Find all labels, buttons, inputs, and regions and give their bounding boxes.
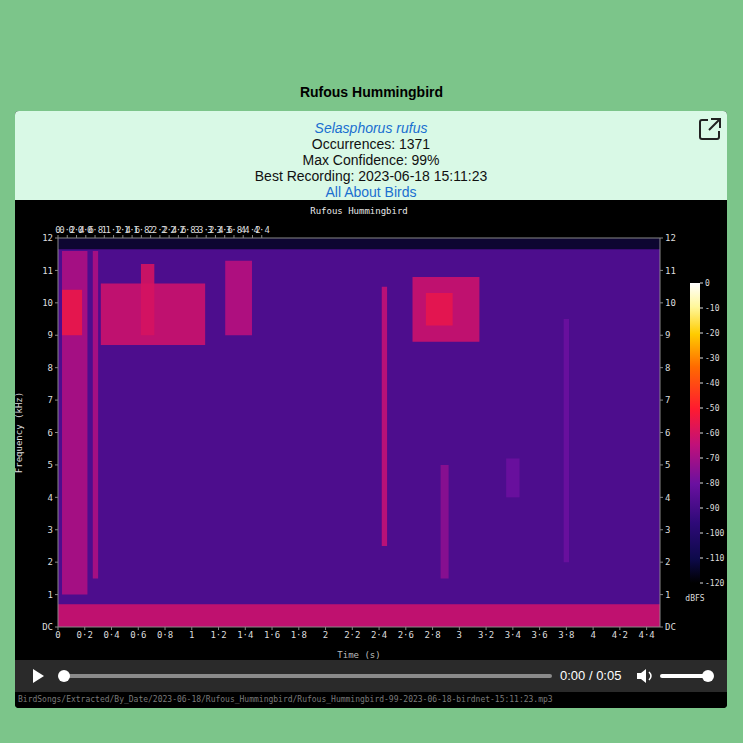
svg-text:-60: -60 xyxy=(705,429,720,438)
svg-text:0: 0 xyxy=(55,630,60,640)
svg-text:dBFS: dBFS xyxy=(685,594,704,603)
svg-text:4·4: 4·4 xyxy=(254,225,270,235)
svg-text:7: 7 xyxy=(48,395,53,405)
svg-text:0·4: 0·4 xyxy=(103,630,119,640)
svg-text:-110: -110 xyxy=(705,554,724,563)
svg-text:DC: DC xyxy=(665,622,676,632)
svg-text:1: 1 xyxy=(665,590,670,600)
svg-text:0·6: 0·6 xyxy=(130,630,146,640)
svg-text:3: 3 xyxy=(48,525,53,535)
svg-text:Time (s): Time (s) xyxy=(337,650,380,660)
svg-text:4·4: 4·4 xyxy=(638,630,654,640)
svg-text:4: 4 xyxy=(590,630,595,640)
svg-text:5: 5 xyxy=(48,460,53,470)
svg-text:10: 10 xyxy=(665,298,676,308)
svg-text:10: 10 xyxy=(42,298,53,308)
svg-text:-30: -30 xyxy=(705,354,720,363)
svg-text:-40: -40 xyxy=(705,379,720,388)
svg-text:-50: -50 xyxy=(705,404,720,413)
svg-text:0: 0 xyxy=(705,279,710,288)
svg-text:1·6: 1·6 xyxy=(264,630,280,640)
svg-text:2·2: 2·2 xyxy=(344,630,360,640)
svg-text:0·2: 0·2 xyxy=(77,630,93,640)
svg-text:3·4: 3·4 xyxy=(505,630,521,640)
svg-text:11: 11 xyxy=(42,266,53,276)
svg-text:2: 2 xyxy=(48,557,53,567)
svg-text:-100: -100 xyxy=(705,529,724,538)
svg-text:-90: -90 xyxy=(705,504,720,513)
svg-text:9: 9 xyxy=(665,330,670,340)
svg-text:9: 9 xyxy=(48,330,53,340)
svg-text:2: 2 xyxy=(665,557,670,567)
svg-text:-80: -80 xyxy=(705,479,720,488)
svg-text:DC: DC xyxy=(42,622,53,632)
svg-text:3·6: 3·6 xyxy=(531,630,547,640)
svg-text:5: 5 xyxy=(665,460,670,470)
svg-text:8: 8 xyxy=(48,363,53,373)
svg-text:4·2: 4·2 xyxy=(612,630,628,640)
svg-text:2: 2 xyxy=(323,630,328,640)
svg-text:Frequency (kHz): Frequency (kHz) xyxy=(15,392,24,473)
svg-text:6: 6 xyxy=(665,428,670,438)
svg-text:12: 12 xyxy=(665,233,676,243)
svg-text:3: 3 xyxy=(457,630,462,640)
svg-text:-120: -120 xyxy=(705,579,724,588)
svg-text:1: 1 xyxy=(48,590,53,600)
svg-text:4: 4 xyxy=(48,493,53,503)
svg-text:3·8: 3·8 xyxy=(558,630,574,640)
svg-text:6: 6 xyxy=(48,428,53,438)
svg-text:1·4: 1·4 xyxy=(237,630,253,640)
svg-text:2·8: 2·8 xyxy=(424,630,440,640)
svg-text:1: 1 xyxy=(189,630,194,640)
svg-text:0·8: 0·8 xyxy=(157,630,173,640)
svg-text:-70: -70 xyxy=(705,454,720,463)
svg-text:1·8: 1·8 xyxy=(291,630,307,640)
svg-text:2·6: 2·6 xyxy=(398,630,414,640)
svg-text:-20: -20 xyxy=(705,329,720,338)
svg-text:1·2: 1·2 xyxy=(210,630,226,640)
svg-text:3: 3 xyxy=(665,525,670,535)
svg-text:-10: -10 xyxy=(705,304,720,313)
svg-text:12: 12 xyxy=(42,233,53,243)
svg-text:3·2: 3·2 xyxy=(478,630,494,640)
svg-text:7: 7 xyxy=(665,395,670,405)
svg-text:8: 8 xyxy=(665,363,670,373)
svg-text:4: 4 xyxy=(665,493,670,503)
svg-text:11: 11 xyxy=(665,266,676,276)
svg-text:2·4: 2·4 xyxy=(371,630,387,640)
